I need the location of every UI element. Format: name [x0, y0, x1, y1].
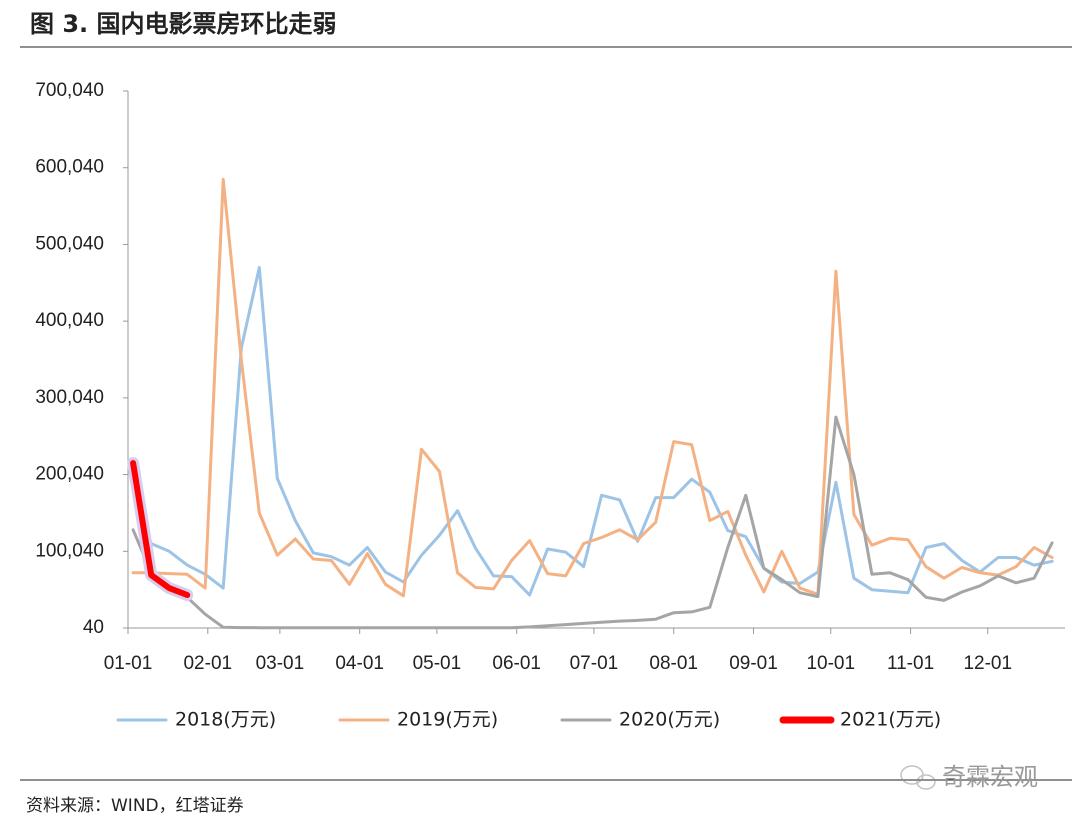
y-tick-label: 700,040 — [35, 80, 104, 101]
x-tick-label: 09-01 — [729, 653, 778, 674]
x-tick-label: 01-01 — [104, 653, 153, 674]
y-tick-label: 600,040 — [35, 157, 104, 178]
chart-title: 图 3. 国内电影票房环比走弱 — [30, 10, 337, 38]
source-note: 资料来源：WIND，红塔证券 — [26, 796, 244, 816]
x-tick-label: 02-01 — [183, 653, 232, 674]
series-line — [131, 177, 1054, 598]
legend-label: 2021(万元) — [840, 709, 941, 731]
y-tick-label: 200,040 — [35, 464, 104, 485]
legend-label: 2018(万元) — [175, 709, 276, 731]
watermark: 奇霖宏观 — [942, 763, 1038, 791]
y-tick-label: 400,040 — [35, 310, 104, 331]
series-line — [131, 266, 1054, 597]
x-tick-label: 07-01 — [570, 653, 619, 674]
series-line — [131, 415, 1054, 630]
x-tick-label: 08-01 — [649, 653, 698, 674]
legend-label: 2019(万元) — [397, 709, 498, 731]
x-tick-label: 03-01 — [256, 653, 305, 674]
series-line — [130, 460, 191, 598]
watermark-icon — [900, 765, 936, 790]
x-tick-label: 06-01 — [492, 653, 541, 674]
y-tick-label: 100,040 — [35, 540, 104, 561]
x-tick-label: 04-01 — [335, 653, 384, 674]
y-tick-label: 500,040 — [35, 233, 104, 254]
x-tick-label: 05-01 — [413, 653, 462, 674]
legend-label: 2020(万元) — [619, 709, 720, 731]
y-tick-label: 40 — [83, 617, 104, 638]
x-tick-label: 11-01 — [887, 653, 934, 674]
x-tick-label: 12-01 — [963, 653, 1012, 674]
y-tick-label: 300,040 — [35, 387, 104, 408]
x-tick-label: 10-01 — [806, 653, 855, 674]
